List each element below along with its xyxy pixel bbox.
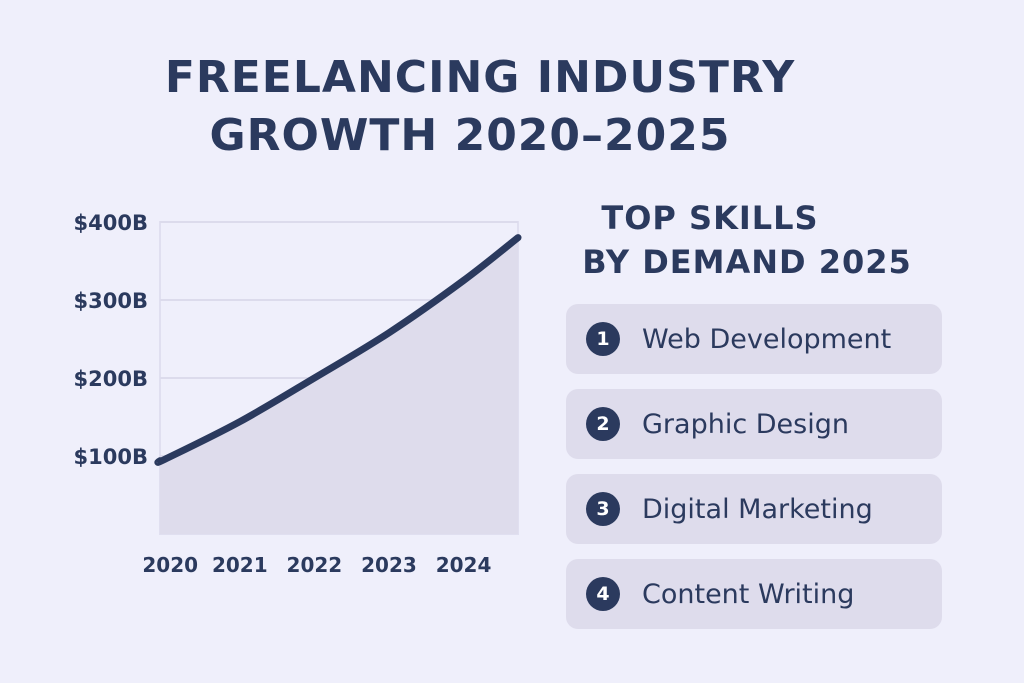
skill-item: 4 Content Writing <box>566 559 942 629</box>
skills-title-line2: BY DEMAND 2025 <box>582 243 912 281</box>
skill-label: Content Writing <box>642 578 855 610</box>
growth-line <box>154 234 522 466</box>
skill-label: Digital Marketing <box>642 493 873 525</box>
skill-item: 3 Digital Marketing <box>566 474 942 544</box>
main-title-line1: FREELANCING INDUSTRY <box>164 52 796 103</box>
area-fill <box>157 237 518 534</box>
y-tick-label: $200B <box>74 367 148 391</box>
main-title-line2: GROWTH 2020–2025 <box>209 110 731 161</box>
x-tick-label: 2023 <box>361 553 417 577</box>
y-tick-label: $300B <box>74 289 148 313</box>
y-tick-label: $100B <box>74 445 148 469</box>
rank-badge: 1 <box>586 322 620 356</box>
skills-title-line1: TOP SKILLS <box>601 199 819 237</box>
skill-item: 2 Graphic Design <box>566 389 942 459</box>
x-tick-label: 2024 <box>436 553 492 577</box>
x-tick-label: 2022 <box>287 553 343 577</box>
x-tick-label: 2021 <box>212 553 268 577</box>
skill-label: Graphic Design <box>642 408 849 440</box>
rank-badge: 2 <box>586 407 620 441</box>
growth-chart: $100B $200B $300B $400B 2020 2021 2022 2023 202… <box>74 211 522 577</box>
y-tick-label: $400B <box>74 211 148 235</box>
x-tick-label: 2020 <box>142 553 198 577</box>
skill-item: 1 Web Development <box>566 304 942 374</box>
rank-badge: 4 <box>586 577 620 611</box>
rank-badge: 3 <box>586 492 620 526</box>
skill-label: Web Development <box>642 323 892 355</box>
